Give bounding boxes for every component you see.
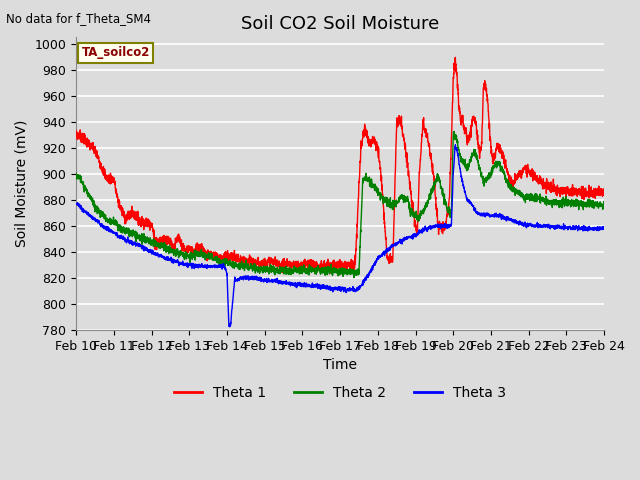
Text: No data for f_Theta_SM4: No data for f_Theta_SM4 [6,12,152,25]
Text: TA_soilco2: TA_soilco2 [81,46,150,59]
Legend: Theta 1, Theta 2, Theta 3: Theta 1, Theta 2, Theta 3 [169,380,511,405]
X-axis label: Time: Time [323,359,357,372]
Title: Soil CO2 Soil Moisture: Soil CO2 Soil Moisture [241,15,439,33]
Y-axis label: Soil Moisture (mV): Soil Moisture (mV) [15,120,29,247]
